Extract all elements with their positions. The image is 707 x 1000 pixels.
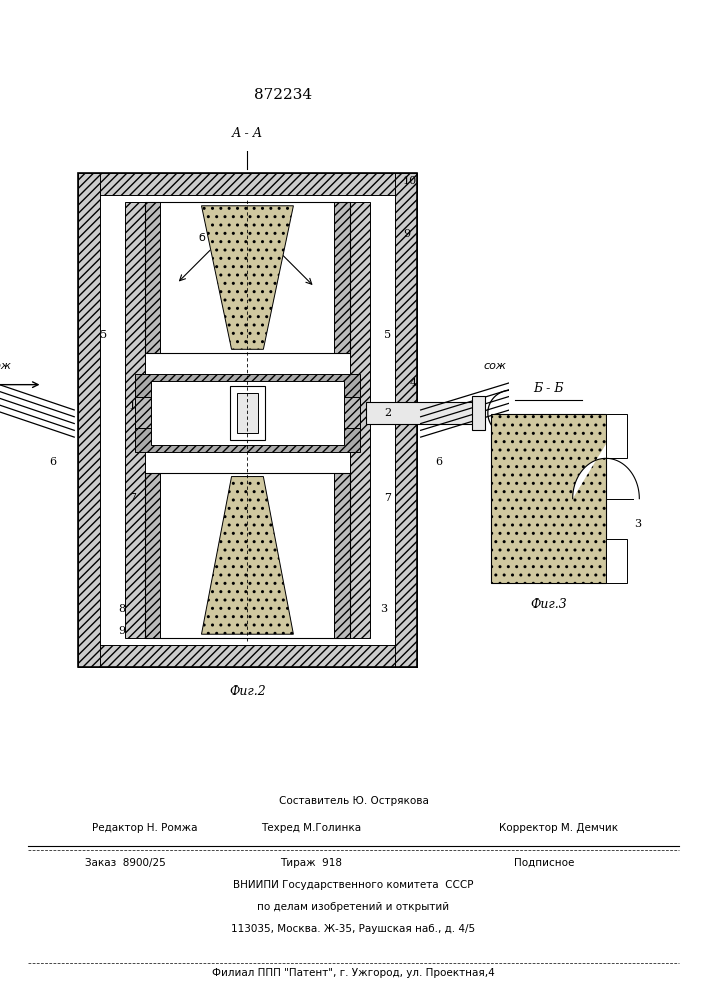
Bar [334,202,350,353]
Text: Б - Б: Б - Б [533,382,563,395]
Polygon shape [201,206,293,349]
Bar [145,473,160,638]
Polygon shape [573,414,639,583]
Text: 7: 7 [129,493,136,503]
Text: по делам изобретений и открытий: по делам изобретений и открытий [257,902,450,912]
Text: б: б [278,233,285,243]
Text: Подписное: Подписное [514,858,575,868]
Text: 4: 4 [410,378,417,388]
Bar [135,397,360,428]
Text: 10: 10 [403,176,417,186]
Text: Филиал ППП "Патент", г. Ужгород, ул. Проектная,4: Филиал ППП "Патент", г. Ужгород, ул. Про… [212,968,495,978]
Bar [366,402,481,424]
Text: 8: 8 [118,604,125,614]
Text: сож: сож [0,361,11,371]
Text: Редактор Н. Ромжа: Редактор Н. Ромжа [92,823,197,833]
Bar [125,202,145,638]
Bar [151,381,344,445]
Text: 2: 2 [384,408,391,418]
Bar [145,202,350,353]
Bar [78,645,417,667]
Text: ВНИИПИ Государственного комитета  СССР: ВНИИПИ Государственного комитета СССР [233,880,474,890]
Text: Составитель Ю. Острякова: Составитель Ю. Острякова [279,796,428,806]
Bar [78,173,100,667]
Bar [334,473,350,638]
Text: 872234: 872234 [254,88,312,102]
Bar [491,414,606,583]
Text: сож: сож [484,361,506,371]
Text: Фиг.3: Фиг.3 [530,598,567,611]
Bar [145,473,350,638]
Bar [78,173,417,667]
Text: А - А: А - А [232,127,263,140]
Text: б: б [198,233,205,243]
Text: 1: 1 [129,401,136,411]
Text: Тираж  918: Тираж 918 [280,858,342,868]
Text: 5: 5 [384,330,391,340]
Text: 3: 3 [634,519,642,529]
Text: 3: 3 [380,604,387,614]
Text: 5: 5 [100,330,107,340]
Bar [78,173,417,195]
Bar [606,414,627,458]
Bar [606,539,627,583]
Polygon shape [201,477,293,634]
Text: Техред М.Голинка: Техред М.Голинка [261,823,361,833]
Text: 7: 7 [384,493,391,503]
Text: 113035, Москва. Ж-35, Раушская наб., д. 4/5: 113035, Москва. Ж-35, Раушская наб., д. … [231,924,476,934]
Text: Фиг.2: Фиг.2 [229,685,266,698]
Text: 9: 9 [118,626,125,636]
Text: 6: 6 [49,457,57,467]
Text: 6: 6 [435,457,442,467]
Bar [237,393,258,433]
Bar [350,202,370,638]
Bar [395,173,417,667]
Bar [230,386,265,440]
Text: Заказ  8900/25: Заказ 8900/25 [85,858,165,868]
Text: Корректор М. Демчик: Корректор М. Демчик [499,823,618,833]
Text: 9: 9 [403,229,410,239]
Bar [472,396,485,430]
Bar [145,202,160,353]
Bar [135,374,360,452]
